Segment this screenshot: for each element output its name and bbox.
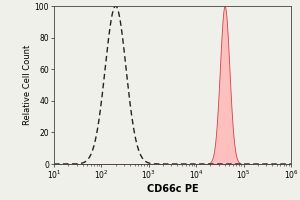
- Y-axis label: Relative Cell Count: Relative Cell Count: [23, 45, 32, 125]
- X-axis label: CD66c PE: CD66c PE: [147, 184, 198, 194]
